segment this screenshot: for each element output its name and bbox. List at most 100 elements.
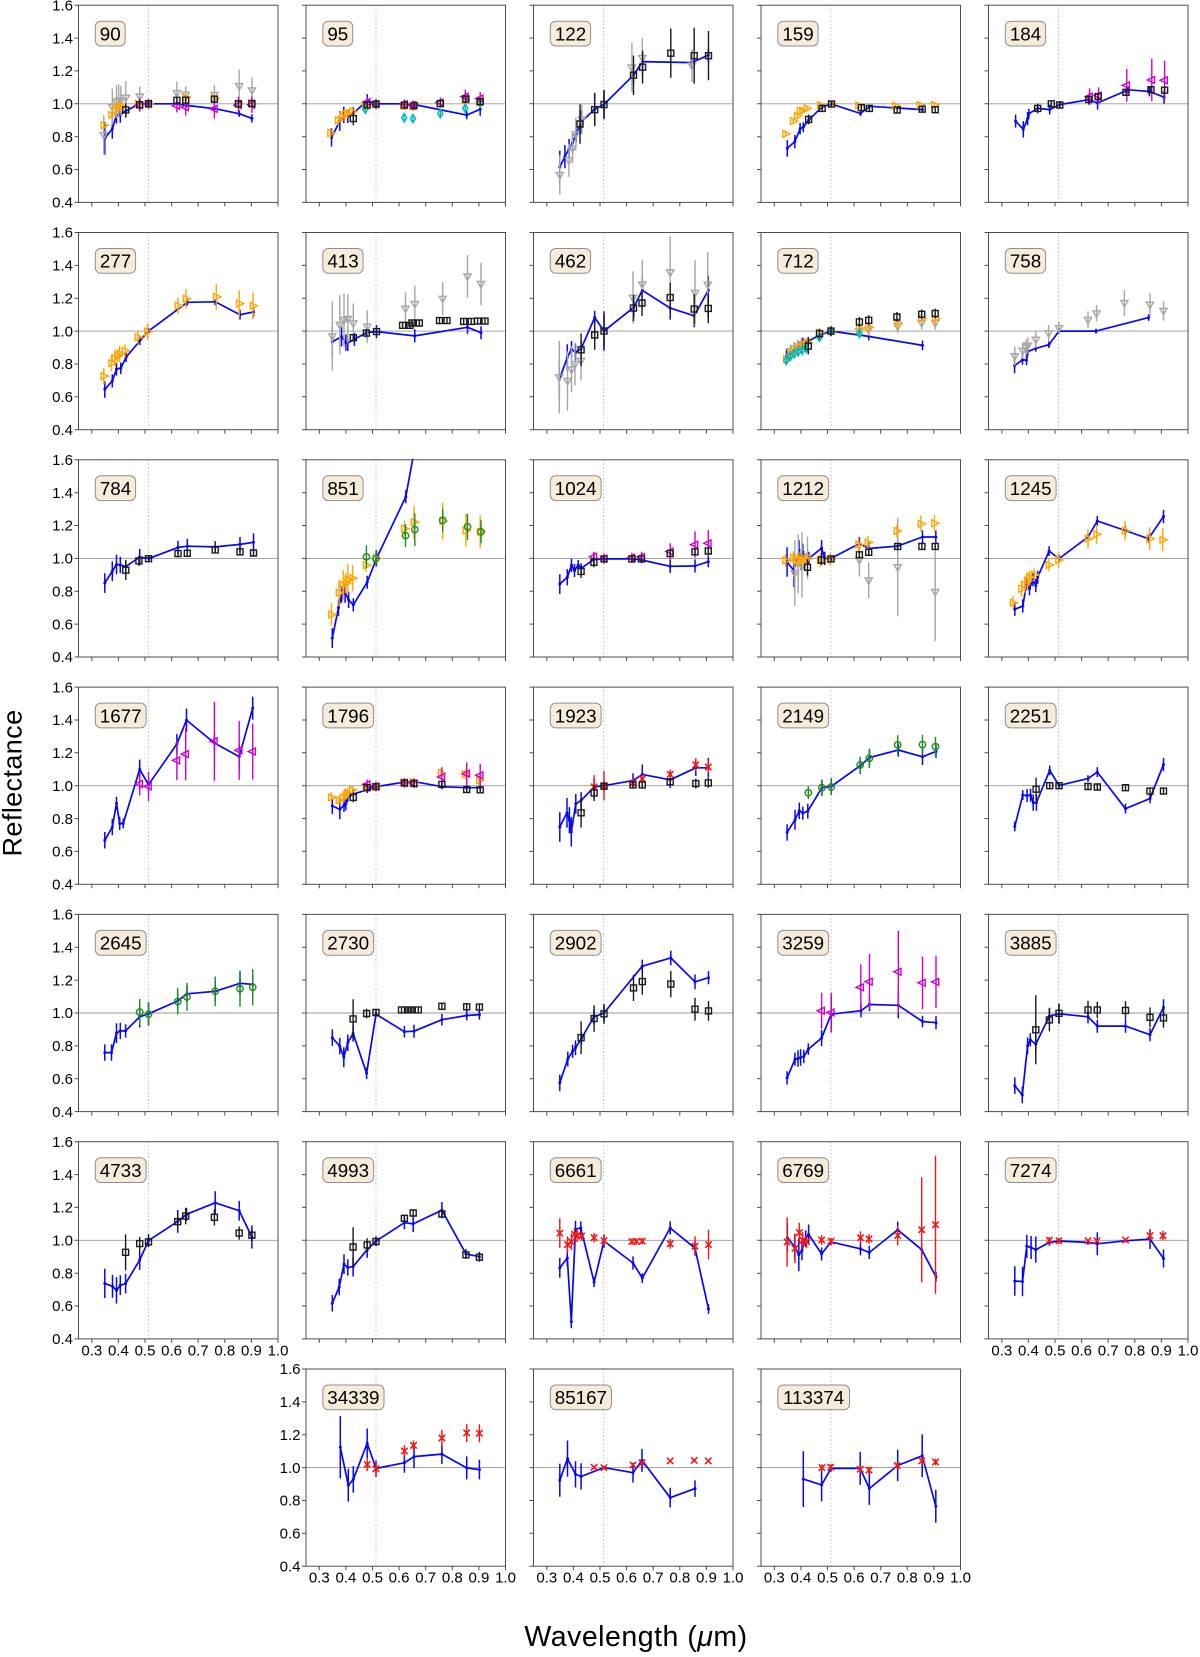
svg-text:851: 851: [327, 478, 358, 499]
svg-text:0.6: 0.6: [52, 844, 73, 861]
svg-text:6769: 6769: [782, 1160, 824, 1181]
svg-text:0.5: 0.5: [362, 1570, 383, 1587]
svg-text:1.4: 1.4: [52, 712, 73, 729]
svg-text:0.6: 0.6: [844, 1570, 865, 1587]
svg-text:0.8: 0.8: [1124, 1342, 1145, 1359]
svg-text:2730: 2730: [327, 933, 369, 954]
svg-text:1.2: 1.2: [52, 1200, 73, 1217]
svg-text:1.4: 1.4: [52, 1167, 73, 1184]
svg-text:0.3: 0.3: [309, 1570, 330, 1587]
svg-text:0.7: 0.7: [415, 1570, 436, 1587]
svg-text:1.0: 1.0: [52, 551, 73, 568]
svg-text:0.4: 0.4: [52, 422, 73, 439]
svg-text:1677: 1677: [100, 705, 142, 726]
svg-text:1.2: 1.2: [52, 290, 73, 307]
svg-text:122: 122: [555, 23, 586, 44]
svg-text:0.8: 0.8: [442, 1570, 463, 1587]
svg-text:0.7: 0.7: [188, 1342, 209, 1359]
svg-text:113374: 113374: [783, 1387, 844, 1408]
svg-text:0.6: 0.6: [52, 389, 73, 406]
svg-text:1.4: 1.4: [52, 485, 73, 502]
svg-text:2149: 2149: [782, 705, 824, 726]
svg-text:0.4: 0.4: [335, 1570, 356, 1587]
svg-text:2251: 2251: [1010, 705, 1052, 726]
svg-text:1245: 1245: [1010, 478, 1052, 499]
svg-text:1.0: 1.0: [52, 1233, 73, 1250]
svg-text:0.4: 0.4: [52, 649, 73, 666]
svg-text:758: 758: [1010, 251, 1041, 272]
svg-text:1.0: 1.0: [280, 1460, 301, 1477]
svg-text:1.0: 1.0: [950, 1570, 971, 1587]
svg-text:85167: 85167: [555, 1387, 607, 1408]
svg-text:0.3: 0.3: [536, 1570, 557, 1587]
svg-text:0.6: 0.6: [52, 162, 73, 179]
svg-text:0.6: 0.6: [161, 1342, 182, 1359]
svg-text:0.7: 0.7: [1098, 1342, 1119, 1359]
svg-text:0.5: 0.5: [590, 1570, 611, 1587]
svg-text:0.8: 0.8: [52, 584, 73, 601]
svg-text:1.6: 1.6: [52, 452, 73, 469]
svg-text:0.8: 0.8: [52, 1038, 73, 1055]
svg-text:0.3: 0.3: [81, 1342, 102, 1359]
svg-text:1.2: 1.2: [52, 972, 73, 989]
svg-text:0.6: 0.6: [1071, 1342, 1092, 1359]
svg-text:0.4: 0.4: [52, 1331, 73, 1348]
svg-text:0.8: 0.8: [214, 1342, 235, 1359]
svg-text:0.9: 0.9: [1151, 1342, 1172, 1359]
svg-text:0.7: 0.7: [870, 1570, 891, 1587]
svg-text:1.0: 1.0: [52, 96, 73, 113]
svg-text:1.0: 1.0: [52, 778, 73, 795]
svg-text:0.8: 0.8: [669, 1570, 690, 1587]
svg-text:2902: 2902: [555, 933, 597, 954]
svg-text:0.9: 0.9: [468, 1570, 489, 1587]
svg-text:3885: 3885: [1010, 933, 1052, 954]
svg-text:0.3: 0.3: [991, 1342, 1012, 1359]
svg-text:1.4: 1.4: [52, 940, 73, 957]
svg-text:95: 95: [327, 23, 348, 44]
svg-text:712: 712: [782, 251, 813, 272]
svg-text:3259: 3259: [782, 933, 824, 954]
svg-text:1.2: 1.2: [280, 1427, 301, 1444]
svg-text:34339: 34339: [327, 1387, 379, 1408]
svg-text:1.4: 1.4: [52, 258, 73, 275]
svg-text:0.9: 0.9: [696, 1570, 717, 1587]
svg-text:0.5: 0.5: [1045, 1342, 1066, 1359]
svg-text:1796: 1796: [327, 705, 369, 726]
svg-text:90: 90: [100, 23, 121, 44]
svg-text:1.0: 1.0: [723, 1570, 744, 1587]
svg-text:0.5: 0.5: [817, 1570, 838, 1587]
svg-text:0.6: 0.6: [52, 1071, 73, 1088]
svg-text:1.0: 1.0: [495, 1570, 516, 1587]
svg-text:Reflectance: Reflectance: [0, 710, 28, 857]
svg-text:1.6: 1.6: [280, 1361, 301, 1378]
svg-text:0.4: 0.4: [280, 1558, 301, 1575]
svg-text:0.4: 0.4: [52, 877, 73, 894]
svg-text:0.4: 0.4: [52, 1104, 73, 1121]
svg-text:0.9: 0.9: [923, 1570, 944, 1587]
svg-text:1.6: 1.6: [52, 0, 73, 14]
svg-text:1923: 1923: [555, 705, 597, 726]
svg-text:1.6: 1.6: [52, 1134, 73, 1151]
svg-text:1.0: 1.0: [268, 1342, 289, 1359]
svg-text:0.8: 0.8: [897, 1570, 918, 1587]
svg-text:0.8: 0.8: [52, 1265, 73, 1282]
svg-text:784: 784: [100, 478, 131, 499]
svg-text:1.0: 1.0: [1178, 1342, 1199, 1359]
svg-text:Wavelength (μm): Wavelength (μm): [524, 1621, 747, 1652]
svg-text:4993: 4993: [327, 1160, 369, 1181]
svg-text:1.2: 1.2: [52, 745, 73, 762]
svg-text:0.8: 0.8: [280, 1493, 301, 1510]
svg-text:0.6: 0.6: [389, 1570, 410, 1587]
svg-text:159: 159: [782, 23, 813, 44]
svg-text:0.5: 0.5: [135, 1342, 156, 1359]
svg-text:0.4: 0.4: [52, 195, 73, 212]
svg-text:0.6: 0.6: [616, 1570, 637, 1587]
svg-text:0.8: 0.8: [52, 811, 73, 828]
svg-text:1.6: 1.6: [52, 679, 73, 696]
svg-text:1.6: 1.6: [52, 907, 73, 924]
svg-text:0.6: 0.6: [280, 1526, 301, 1543]
svg-text:0.9: 0.9: [241, 1342, 262, 1359]
svg-text:1.4: 1.4: [280, 1394, 301, 1411]
svg-text:2645: 2645: [100, 933, 142, 954]
svg-text:0.8: 0.8: [52, 129, 73, 146]
